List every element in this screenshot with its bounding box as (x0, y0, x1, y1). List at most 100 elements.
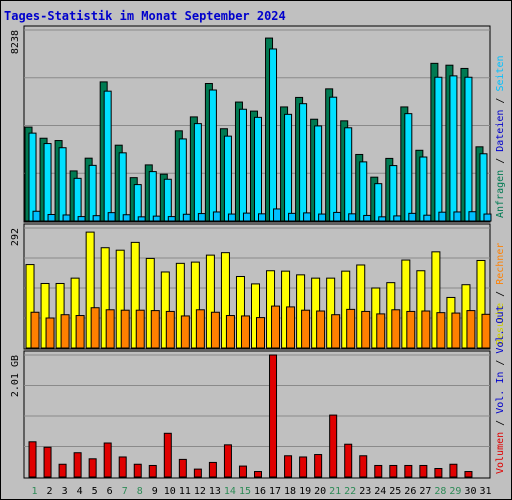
hits-seiten-bar (318, 213, 327, 222)
hits-legend-part: Anfragen (495, 170, 506, 218)
volume-volumen-bar (163, 432, 172, 478)
visits-besuche-bar (40, 282, 50, 349)
volume-volumen-bar (374, 464, 383, 478)
volume-volumen-bar (404, 464, 413, 478)
day-label: 27 (419, 486, 431, 497)
day-label: 30 (464, 486, 476, 497)
visits-besuche-bar (235, 275, 245, 349)
visits-besuche-bar (145, 257, 155, 349)
hits-seiten-bar (438, 211, 447, 222)
hits-dateien-bar (73, 177, 82, 222)
hits-dateien-bar (299, 103, 308, 222)
visits-rechner-bar (30, 311, 40, 349)
hits-dateien-bar (103, 90, 112, 222)
hits-dateien-bar (404, 113, 413, 222)
visits-rechner-bar (240, 315, 250, 349)
hits-seiten-bar (242, 212, 251, 222)
day-labels: 1 2 3 4 5 6 7 8 9 10 11 12 13 14 15 16 17 18 19 20 21 22 23 24 2… (32, 486, 492, 497)
visits-besuche-bar (251, 283, 260, 349)
visits-rechner-bar (466, 310, 476, 349)
day-label: 17 (269, 486, 281, 497)
hits-dateien-bar (434, 76, 443, 222)
visits-besuche-bar (401, 259, 411, 349)
visits-right-legend: Besuche / Rechner (495, 243, 506, 345)
hits-dateien-bar (133, 184, 142, 222)
visits-besuche-bar (130, 241, 140, 349)
volume-volumen-bar (314, 454, 323, 478)
visits-rechner-bar (75, 315, 85, 349)
volume-volumen-bar (178, 458, 187, 478)
panel-volume: 2.01 GB Volumen / Vol. In / Vol. Out (10, 305, 506, 479)
hits-dateien-bar (163, 178, 172, 222)
visits-rechner-bar (256, 317, 265, 349)
visits-rechner-bar (45, 317, 55, 349)
day-label: 20 (314, 486, 326, 497)
day-label: 12 (194, 486, 206, 497)
day-label: 3 (62, 486, 68, 497)
day-label: 29 (449, 486, 461, 497)
visits-besuche-bar (220, 252, 230, 349)
hits-seiten-bar (408, 212, 417, 222)
visits-rechner-bar (225, 315, 235, 349)
visits-rechner-bar (60, 314, 70, 349)
day-label: 25 (389, 486, 401, 497)
volume-volumen-bar (208, 461, 217, 478)
hits-dateien-bar (178, 138, 187, 222)
hits-dateien-bar (88, 164, 97, 222)
volume-legend-part: / (495, 354, 506, 372)
hits-dateien-bar (238, 108, 247, 222)
day-label: 10 (164, 486, 176, 497)
visits-besuche-bar (70, 277, 80, 349)
visits-rechner-bar (271, 305, 281, 349)
volume-volumen-bar (464, 471, 473, 478)
visits-besuche-bar (356, 264, 366, 349)
visits-besuche-bar (25, 264, 35, 349)
visits-rechner-bar (406, 310, 416, 349)
visits-rechner-bar (331, 314, 341, 349)
visits-besuche-bar (190, 261, 200, 349)
hits-seiten-bar (92, 215, 101, 222)
volume-volumen-bar (434, 468, 443, 478)
hits-seiten-bar (288, 212, 297, 222)
visits-rechner-bar (165, 310, 175, 349)
visits-rechner-bar (150, 310, 160, 349)
day-label: 23 (359, 486, 371, 497)
visits-rechner-bar (120, 309, 130, 349)
hits-seiten-bar (122, 214, 131, 222)
hits-seiten-bar (303, 212, 312, 222)
hits-dateien-bar (193, 123, 202, 222)
visits-rechner-bar (361, 310, 371, 349)
hits-dateien-bar (58, 147, 67, 222)
hits-legend-part: Dateien (495, 110, 506, 152)
volume-volumen-bar (329, 414, 338, 478)
volume-legend-part: Volumen (495, 432, 506, 474)
visits-ymax-label: 292 (10, 228, 21, 246)
visits-rechner-bar (105, 309, 115, 349)
hits-seiten-bar (453, 211, 462, 222)
hits-seiten-bar (273, 208, 282, 222)
hits-dateien-bar (118, 152, 127, 222)
hits-seiten-bar (423, 214, 432, 222)
hits-dateien-bar (374, 183, 383, 222)
visits-rechner-bar (301, 309, 311, 349)
visits-rechner-bar (481, 313, 491, 349)
volume-volumen-bar (73, 452, 82, 478)
hits-seiten-bar (77, 216, 86, 222)
hits-seiten-bar (107, 212, 116, 222)
visits-rechner-bar (376, 313, 386, 349)
hits-right-legend: Anfragen / Dateien / Seiten (495, 55, 506, 218)
hits-dateien-bar (479, 153, 488, 222)
day-label: 19 (299, 486, 311, 497)
hits-dateien-bar (329, 96, 338, 222)
visits-besuche-bar (115, 249, 125, 349)
day-label: 14 (224, 486, 236, 497)
hits-seiten-bar (182, 213, 191, 222)
volume-volumen-bar (223, 444, 232, 478)
visits-rechner-bar (195, 309, 205, 349)
hits-dateien-bar (449, 75, 458, 222)
day-label: 18 (284, 486, 296, 497)
hits-seiten-bar (227, 213, 236, 222)
day-label: 1 (32, 486, 38, 497)
volume-plot-area (23, 350, 491, 479)
volume-volumen-bar (254, 471, 262, 478)
